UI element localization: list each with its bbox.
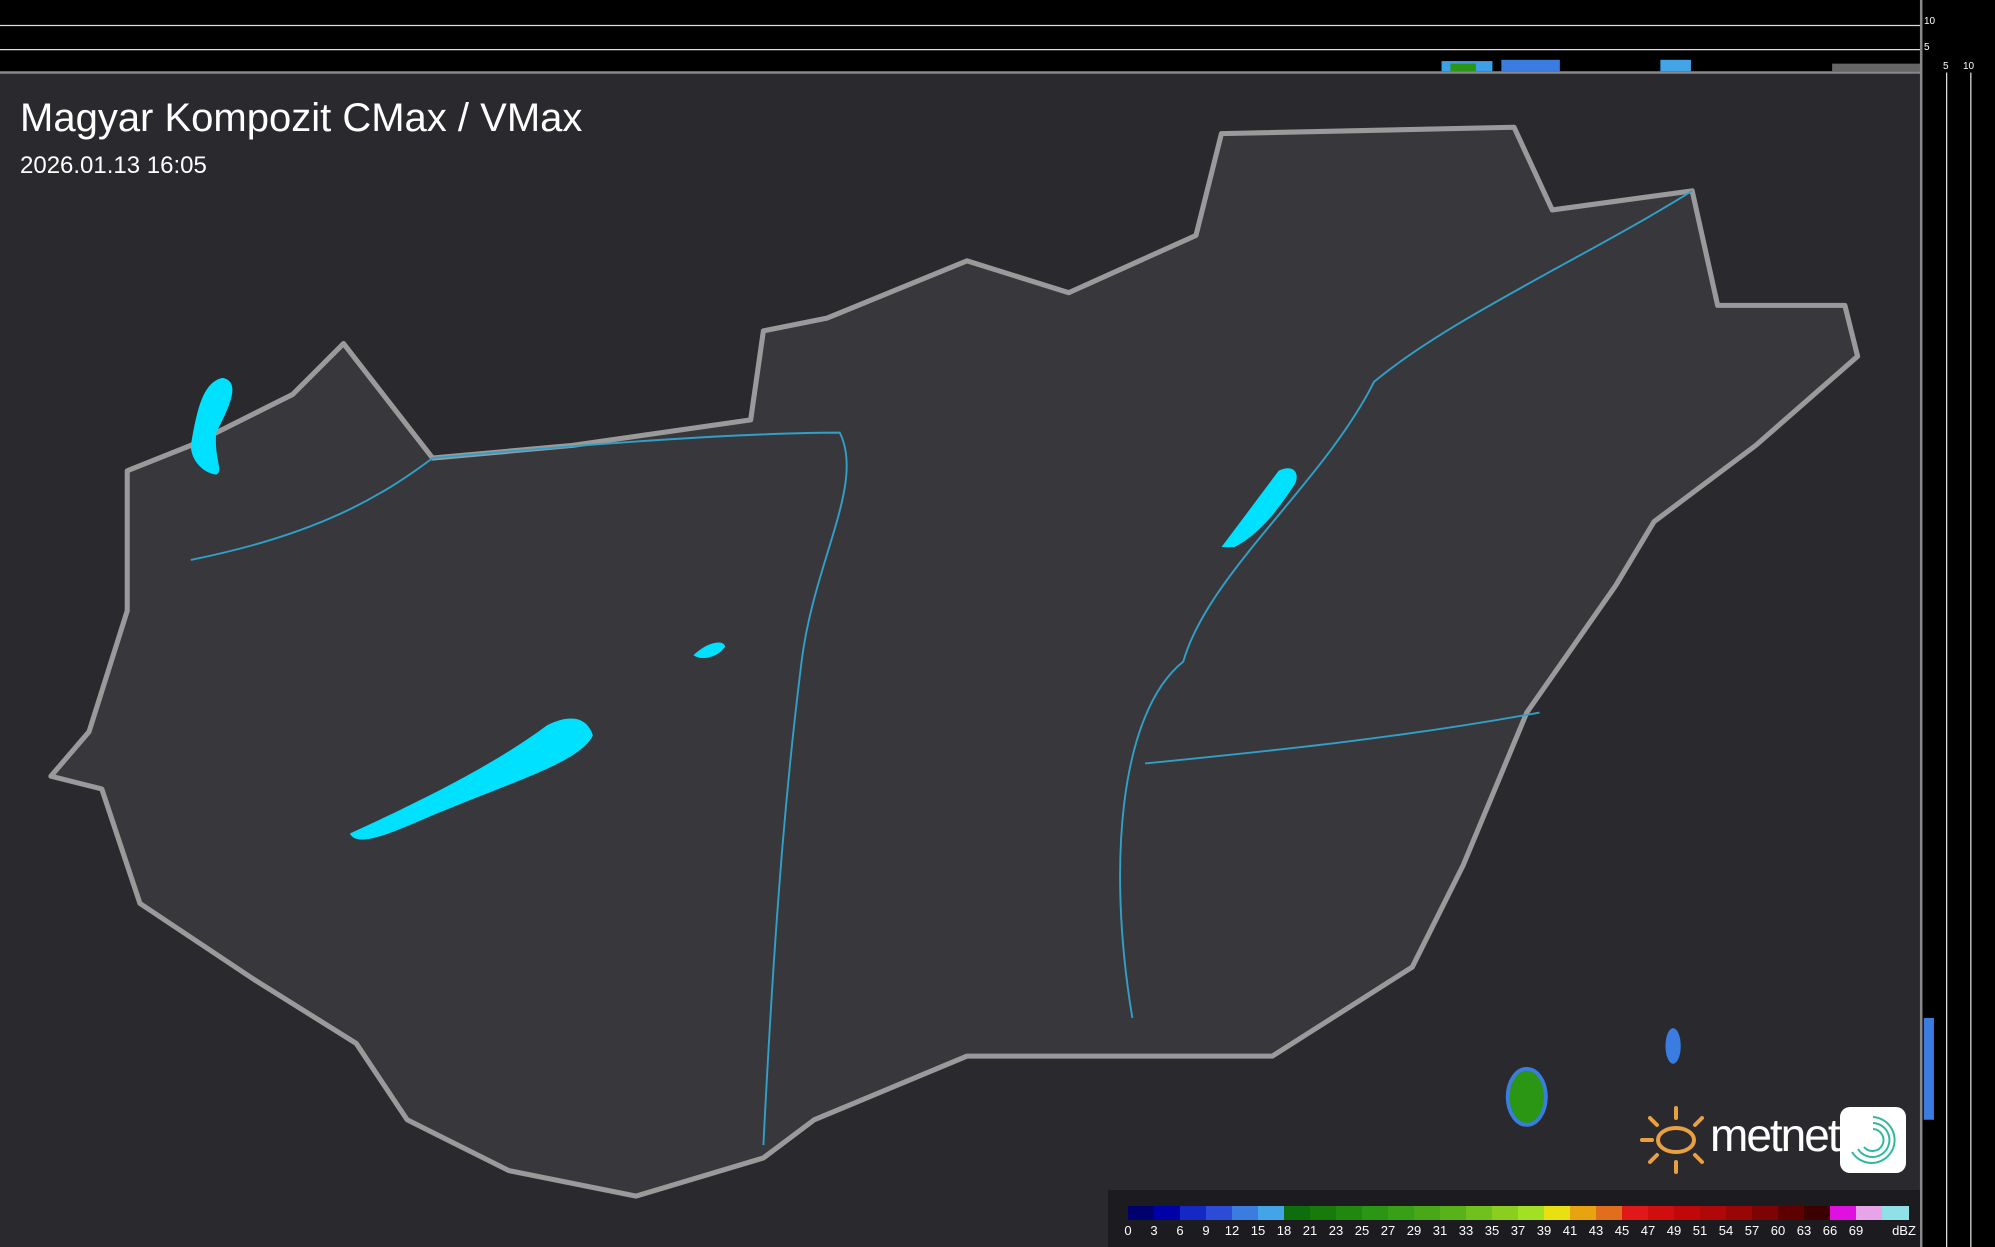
legend-swatch (1258, 1206, 1285, 1220)
legend-swatch (1362, 1206, 1389, 1220)
legend-swatch (1388, 1206, 1415, 1220)
profile-echo (1501, 59, 1560, 72)
legend-swatch (1232, 1206, 1259, 1220)
legend-swatch (1830, 1206, 1857, 1220)
radar-echo (1665, 1028, 1681, 1064)
legend-swatch (1518, 1206, 1545, 1220)
brand-name: metnet (1710, 1109, 1841, 1161)
lake-velence (693, 642, 726, 659)
legend-label: 66 (1822, 1223, 1838, 1238)
map-title: Magyar Kompozit CMax / VMax (20, 96, 583, 140)
legend-swatch (1154, 1206, 1181, 1220)
legend-swatch (1544, 1206, 1571, 1220)
legend-swatch (1180, 1206, 1207, 1220)
legend-label: 29 (1406, 1223, 1422, 1238)
legend-label: 0 (1124, 1223, 1132, 1238)
legend-label: 37 (1510, 1223, 1526, 1238)
legend-label: 21 (1302, 1223, 1318, 1238)
color-scale-legend: 0 3 6 9 12 15 18 21 23 25 27 29 31 33 35 37 39 41 43 45 47 49… (1108, 1190, 1920, 1247)
metnet-app-icon (1840, 1107, 1906, 1173)
profile-tick: 5 (1924, 42, 1930, 53)
legend-label: 41 (1562, 1223, 1578, 1238)
legend-swatch (1310, 1206, 1337, 1220)
legend-label: 31 (1432, 1223, 1448, 1238)
legend-label: 23 (1328, 1223, 1344, 1238)
legend-label: 51 (1692, 1223, 1708, 1238)
legend-swatch (1882, 1206, 1909, 1220)
profile-tick: 5 (1943, 61, 1949, 72)
legend-label: 9 (1202, 1223, 1210, 1238)
legend-swatch (1648, 1206, 1675, 1220)
profile-echo (1832, 63, 1922, 72)
lake-neusiedl (190, 377, 233, 475)
lake-balaton (349, 718, 593, 840)
map-timestamp: 2026.01.13 16:05 (20, 152, 207, 179)
profile-echo (1450, 63, 1476, 72)
legend-swatch (1622, 1206, 1649, 1220)
profile-tick: 10 (1963, 61, 1975, 72)
legend-label: 45 (1614, 1223, 1630, 1238)
legend-label: 25 (1354, 1223, 1370, 1238)
legend-swatch (1284, 1206, 1311, 1220)
legend-label: 15 (1250, 1223, 1266, 1238)
legend-label: 12 (1224, 1223, 1240, 1238)
legend-swatch (1856, 1206, 1883, 1220)
legend-swatch (1778, 1206, 1805, 1220)
legend-label: 49 (1666, 1223, 1682, 1238)
hungary-outline (48, 124, 1861, 1199)
legend-swatch (1726, 1206, 1753, 1220)
profile-echo (1923, 1017, 1934, 1120)
legend-swatch (1414, 1206, 1441, 1220)
profile-tick: 10 (1924, 16, 1936, 27)
legend-swatch (1466, 1206, 1493, 1220)
radar-echo (1505, 1066, 1548, 1127)
legend-swatch (1128, 1206, 1155, 1220)
legend-label: 3 (1150, 1223, 1158, 1238)
legend-swatch (1804, 1206, 1831, 1220)
legend-label: 39 (1536, 1223, 1552, 1238)
legend-label: 47 (1640, 1223, 1656, 1238)
legend-label: 54 (1718, 1223, 1734, 1238)
top-profile-panel (0, 0, 1922, 73)
legend-label: 27 (1380, 1223, 1396, 1238)
legend-swatch (1752, 1206, 1779, 1220)
legend-swatch (1570, 1206, 1597, 1220)
sun-icon (1640, 1106, 1704, 1174)
legend-label: 33 (1458, 1223, 1474, 1238)
legend-swatch (1596, 1206, 1623, 1220)
legend-label: 63 (1796, 1223, 1812, 1238)
legend-label: 43 (1588, 1223, 1604, 1238)
legend-swatch (1492, 1206, 1519, 1220)
legend-label: 18 (1276, 1223, 1292, 1238)
legend-swatch (1440, 1206, 1467, 1220)
metnet-logo: metnet (1638, 1104, 1908, 1176)
legend-label: 6 (1176, 1223, 1184, 1238)
rivers (190, 190, 1693, 1146)
legend-label: 69 (1848, 1223, 1864, 1238)
legend-swatch (1206, 1206, 1233, 1220)
legend-label: 60 (1770, 1223, 1786, 1238)
lake-tisza (1221, 468, 1297, 548)
legend-swatch (1674, 1206, 1701, 1220)
legend-unit: dBZ (1892, 1223, 1916, 1238)
legend-swatch (1336, 1206, 1363, 1220)
legend-label: 57 (1744, 1223, 1760, 1238)
legend-label: 35 (1484, 1223, 1500, 1238)
profile-echo (1660, 59, 1691, 72)
legend-swatch (1700, 1206, 1727, 1220)
